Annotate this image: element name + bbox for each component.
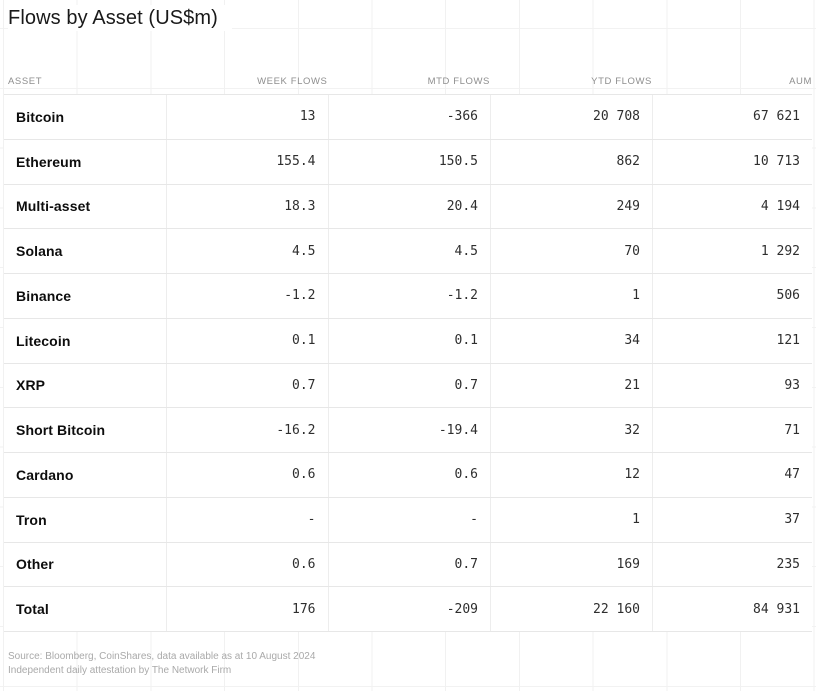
table-row: Litecoin 0.1 0.1 34 121 bbox=[4, 318, 812, 364]
value-cell: 0.1 bbox=[166, 318, 328, 363]
table-row: Multi-asset 18.3 20.4 249 4 194 bbox=[4, 184, 812, 230]
value-cell: 150.5 bbox=[327, 139, 491, 184]
table-row: Bitcoin 13 -366 20 708 67 621 bbox=[4, 95, 812, 140]
column-header-asset: Asset bbox=[8, 76, 43, 87]
asset-name: Bitcoin bbox=[16, 108, 65, 125]
value-cell: 506 bbox=[652, 274, 812, 318]
value-cell: 0.1 bbox=[327, 318, 491, 363]
source-note-line2: Independent daily attestation by The Net… bbox=[8, 665, 232, 676]
column-header-week-flows: Week flows bbox=[257, 76, 328, 87]
asset-name: Cardano bbox=[16, 466, 74, 483]
value-cell: 47 bbox=[652, 453, 812, 497]
value-cell: 32 bbox=[490, 408, 652, 452]
value-cell: -209 bbox=[327, 587, 491, 631]
source-note: Source: Bloomberg, CoinShares, data avai… bbox=[8, 650, 315, 678]
value-cell: 0.6 bbox=[166, 453, 328, 497]
table-row: Binance -1.2 -1.2 1 506 bbox=[4, 274, 812, 319]
value-cell: 4.5 bbox=[166, 229, 328, 273]
value-cell: 862 bbox=[490, 139, 652, 184]
table-header-row: Asset Week flows MTD flows YTD flows AUM bbox=[4, 60, 812, 94]
value-cell: 22 160 bbox=[490, 587, 652, 631]
value-cell: 84 931 bbox=[652, 587, 812, 631]
table-row: Cardano 0.6 0.6 12 47 bbox=[4, 453, 812, 498]
asset-name: Total bbox=[16, 601, 49, 618]
value-cell: 155.4 bbox=[166, 139, 328, 184]
value-cell: 235 bbox=[652, 542, 812, 587]
asset-name: Multi-asset bbox=[16, 198, 91, 215]
value-cell: 0.7 bbox=[327, 363, 491, 408]
asset-name: Litecoin bbox=[16, 332, 71, 349]
value-cell: 4 194 bbox=[652, 184, 812, 229]
value-cell: -16.2 bbox=[166, 408, 328, 452]
value-cell: 121 bbox=[652, 318, 812, 363]
value-cell: 20 708 bbox=[490, 95, 652, 139]
value-cell: 0.7 bbox=[327, 542, 491, 587]
value-cell: - bbox=[166, 497, 328, 542]
value-cell: 0.6 bbox=[166, 542, 328, 587]
asset-name: Binance bbox=[16, 287, 72, 304]
value-cell: 0.7 bbox=[166, 363, 328, 408]
column-header-aum: AUM bbox=[789, 76, 812, 87]
value-cell: 1 292 bbox=[652, 229, 812, 273]
asset-name: Tron bbox=[16, 511, 47, 528]
value-cell: 20.4 bbox=[327, 184, 491, 229]
value-cell: 21 bbox=[490, 363, 652, 408]
value-cell: 70 bbox=[490, 229, 652, 273]
table-row: Tron - -1 37 bbox=[4, 497, 812, 543]
value-cell: -19.4 bbox=[327, 408, 491, 452]
value-cell: 34 bbox=[490, 318, 652, 363]
asset-name: Solana bbox=[16, 243, 63, 260]
table-row: Other 0.6 0.7 169 235 bbox=[4, 542, 812, 588]
value-cell: -366 bbox=[327, 95, 491, 139]
table-row: XRP 0.7 0.7 21 93 bbox=[4, 363, 812, 409]
column-header-mtd-flows: MTD flows bbox=[427, 76, 490, 87]
value-cell: 12 bbox=[490, 453, 652, 497]
value-cell: -1.2 bbox=[166, 274, 328, 318]
table-row: Short Bitcoin -16.2 -19.4 32 71 bbox=[4, 408, 812, 453]
table-row: Solana 4.5 4.5 70 1 292 bbox=[4, 229, 812, 274]
table-row-total: Total 176 -209 22 160 84 931 bbox=[4, 587, 812, 632]
source-note-line1: Source: Bloomberg, CoinShares, data avai… bbox=[8, 651, 316, 662]
value-cell: 13 bbox=[166, 95, 328, 139]
column-header-ytd-flows: YTD flows bbox=[591, 76, 652, 87]
value-cell: 71 bbox=[652, 408, 812, 452]
page-title: Flows by Asset (US$m) bbox=[8, 5, 232, 31]
value-cell: 249 bbox=[490, 184, 652, 229]
value-cell: 67 621 bbox=[652, 95, 812, 139]
value-cell: 93 bbox=[652, 363, 812, 408]
value-cell: 37 bbox=[652, 497, 812, 542]
asset-name: Ethereum bbox=[16, 153, 82, 170]
value-cell: 10 713 bbox=[652, 139, 812, 184]
value-cell: - bbox=[327, 497, 491, 542]
asset-name: XRP bbox=[16, 377, 46, 394]
value-cell: 1 bbox=[490, 497, 652, 542]
value-cell: 176 bbox=[166, 587, 328, 631]
value-cell: 169 bbox=[490, 542, 652, 587]
value-cell: -1.2 bbox=[327, 274, 491, 318]
value-cell: 18.3 bbox=[166, 184, 328, 229]
table-row: Ethereum 155.4 150.5 862 10 713 bbox=[4, 139, 812, 185]
asset-name: Short Bitcoin bbox=[16, 422, 106, 439]
table-body: Bitcoin 13 -366 20 708 67 621 Ethereum 155.4 15… bbox=[4, 94, 812, 632]
value-cell: 4.5 bbox=[327, 229, 491, 273]
value-cell: 0.6 bbox=[327, 453, 491, 497]
value-cell: 1 bbox=[490, 274, 652, 318]
asset-name: Other bbox=[16, 556, 54, 573]
